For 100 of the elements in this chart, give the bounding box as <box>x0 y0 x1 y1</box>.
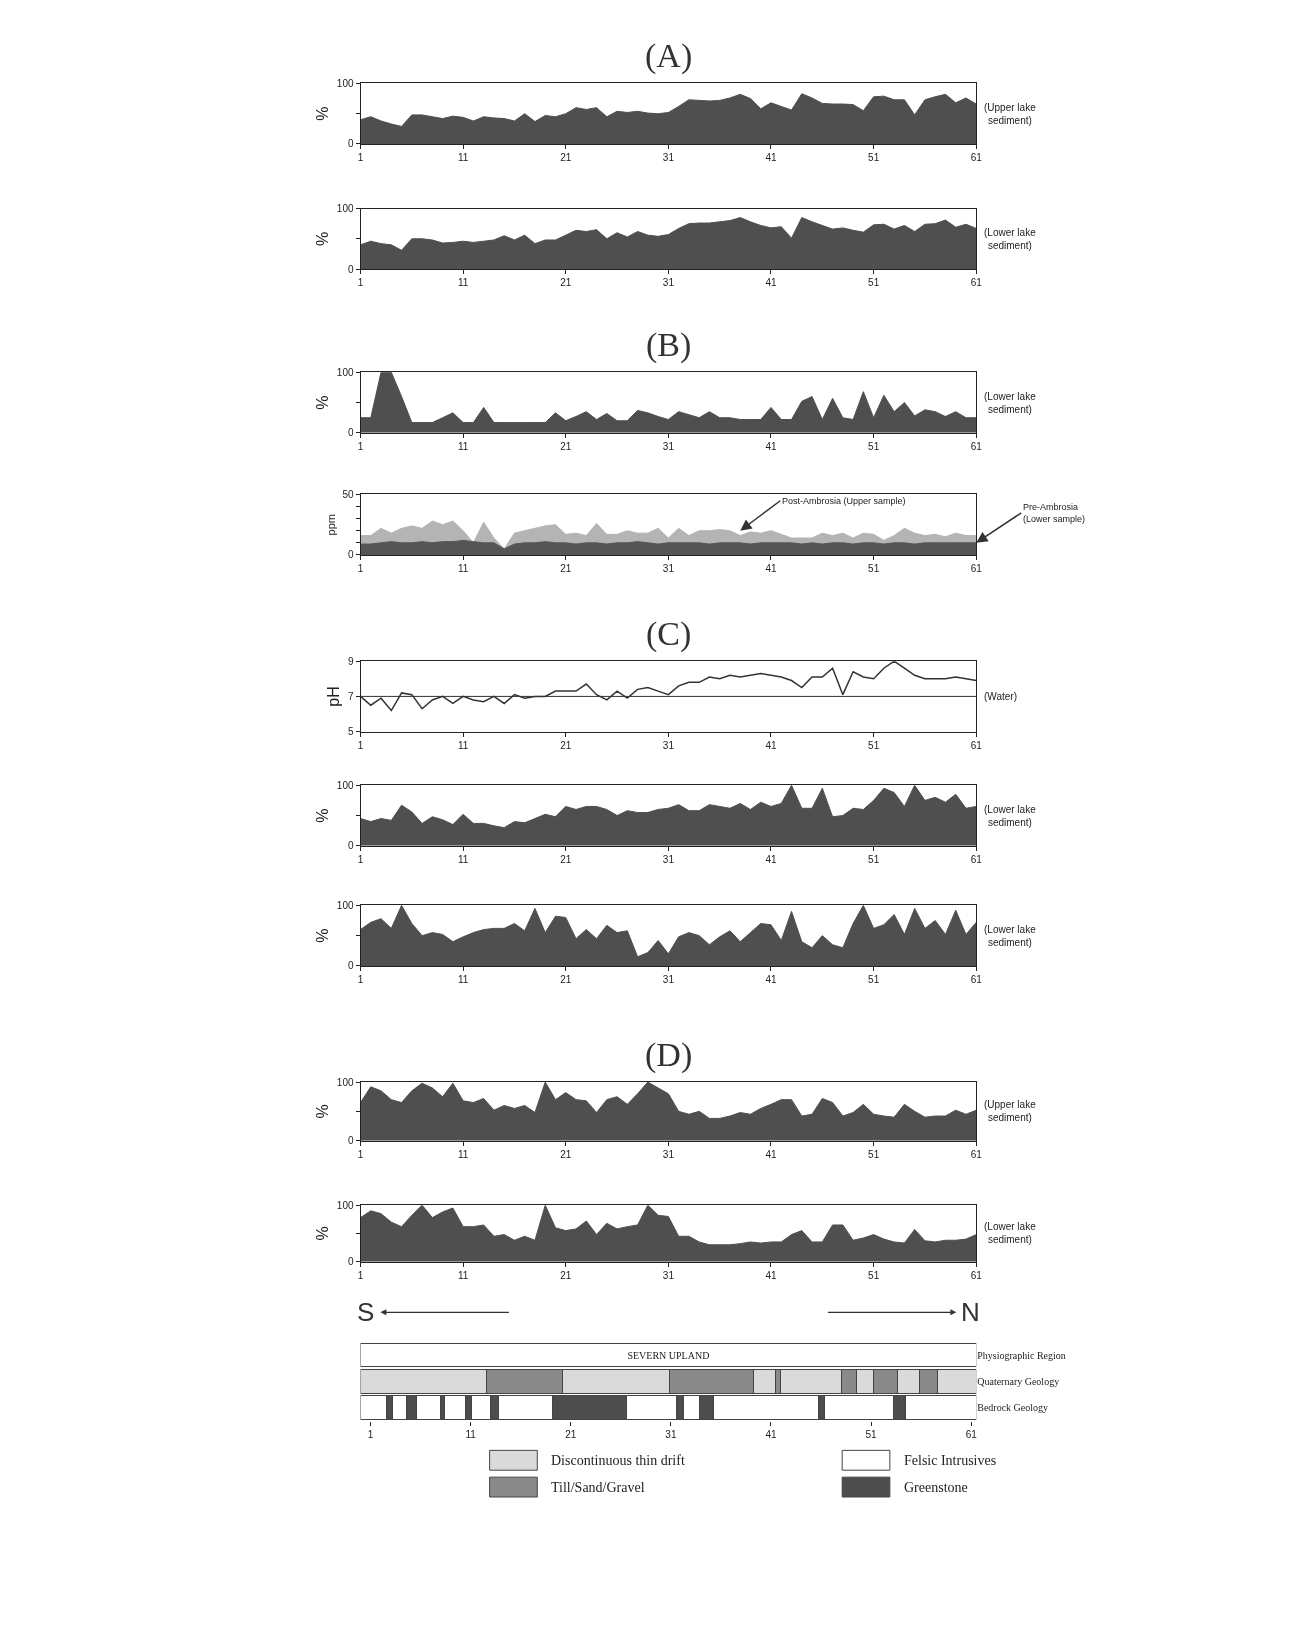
y-tick-label: 0 <box>347 840 354 852</box>
chart-title: (D) <box>645 1036 693 1074</box>
x-tick-label: 11 <box>457 562 469 574</box>
x-tick-label: 51 <box>865 1428 878 1440</box>
y-tick-label: 100 <box>336 779 354 791</box>
x-tick-label: 61 <box>970 973 983 985</box>
y-tick-label: Bedrock Geology <box>977 1402 1049 1413</box>
y-tick-label: 0 <box>347 138 354 150</box>
series-label: (Upper lake sediment) <box>984 102 1037 126</box>
series-label: (Upper lake sediment) <box>984 1099 1037 1123</box>
x-tick-label: 1 <box>357 1269 364 1281</box>
x-tick-label: 21 <box>560 151 572 163</box>
series-label: (Lower lake sediment) <box>984 804 1037 828</box>
y-tick-label: 0 <box>347 263 354 275</box>
x-tick-label: 41 <box>765 739 777 751</box>
y-tick-label: 0 <box>347 1135 354 1147</box>
x-tick-label: 61 <box>970 151 983 163</box>
x-tick-label: 31 <box>665 1428 677 1440</box>
x-tick-label: 11 <box>457 1269 469 1281</box>
x-tick-label: 41 <box>765 1148 777 1160</box>
series-label: (Lower lake sediment) <box>984 227 1037 251</box>
x-tick-label: 21 <box>560 562 572 574</box>
x-tick-label: 1 <box>357 853 364 865</box>
y-axis-title: pH <box>324 686 342 707</box>
x-tick-label: 51 <box>868 1269 880 1281</box>
data-label: SEVERN UPLAND <box>627 1349 710 1361</box>
x-tick-label: 61 <box>970 562 983 574</box>
x-tick-label: 11 <box>457 151 469 163</box>
x-tick-label: 11 <box>457 853 469 865</box>
annotation: Post-Ambrosia (Upper sample) <box>782 496 906 506</box>
x-tick-label: 61 <box>970 853 983 865</box>
x-tick-label: 1 <box>357 1148 364 1160</box>
y-tick-label: 100 <box>336 77 354 89</box>
legend-label: Felsic Intrusives <box>904 1453 997 1468</box>
y-tick-label: 100 <box>336 899 354 911</box>
y-tick-label: 9 <box>347 655 354 667</box>
x-tick-label: 41 <box>765 1428 777 1440</box>
x-tick-label: 51 <box>868 440 880 452</box>
x-tick-label: 11 <box>457 1148 469 1160</box>
x-tick-label: 41 <box>765 151 777 163</box>
x-tick-label: 51 <box>868 151 880 163</box>
x-tick-label: 1 <box>357 739 364 751</box>
legend-label: Greenstone <box>904 1480 968 1495</box>
series-label: (Lower lake sediment) <box>984 1221 1037 1245</box>
series-label: (Lower lake sediment) <box>984 391 1037 415</box>
x-tick-label: 41 <box>765 562 777 574</box>
x-tick-label: 41 <box>765 277 777 289</box>
series-label: (Lower lake sediment) <box>984 924 1037 948</box>
y-tick-label: 7 <box>347 690 354 702</box>
x-tick-label: 21 <box>560 739 572 751</box>
y-tick-label: Quaternary Geology <box>977 1375 1060 1387</box>
x-tick-label: 21 <box>560 853 572 865</box>
y-tick-label: 0 <box>347 549 354 561</box>
y-tick-label: 100 <box>336 366 354 378</box>
y-axis-title: % <box>313 928 331 943</box>
x-tick-label: 41 <box>765 1269 777 1281</box>
y-tick-label: 0 <box>347 427 354 439</box>
x-tick-label: 31 <box>662 440 675 452</box>
x-tick-label: 61 <box>970 1269 983 1281</box>
y-axis-title: % <box>313 395 331 410</box>
y-tick-label: 50 <box>342 488 354 500</box>
x-tick-label: 1 <box>357 277 364 289</box>
x-tick-label: 31 <box>662 1148 675 1160</box>
chart-title: (B) <box>646 326 692 364</box>
x-tick-label: 31 <box>662 853 675 865</box>
x-tick-label: 21 <box>565 1428 577 1440</box>
x-tick-label: 61 <box>970 1148 983 1160</box>
y-tick-label: 100 <box>336 1199 354 1211</box>
x-tick-label: 51 <box>868 1148 880 1160</box>
y-axis-title: % <box>313 106 331 121</box>
y-tick-label: 0 <box>347 960 354 972</box>
y-tick-label: 0 <box>347 1256 354 1268</box>
x-tick-label: 21 <box>560 440 572 452</box>
x-tick-label: 21 <box>560 1269 572 1281</box>
chart-title: (C) <box>646 615 692 653</box>
annotation: Pre-Ambrosia (Lower sample) <box>1023 502 1086 524</box>
x-tick-label: 1 <box>357 562 364 574</box>
x-tick-label: 11 <box>457 739 469 751</box>
text: N <box>961 1297 980 1327</box>
x-tick-label: 31 <box>662 562 675 574</box>
x-tick-label: 41 <box>765 440 777 452</box>
x-tick-label: 41 <box>765 853 777 865</box>
x-tick-label: 31 <box>662 739 675 751</box>
y-axis-title: % <box>313 1104 331 1119</box>
x-tick-label: 21 <box>560 277 572 289</box>
x-tick-label: 21 <box>560 1148 572 1160</box>
y-tick-label: Physiographic Region <box>977 1349 1066 1361</box>
x-tick-label: 11 <box>457 440 469 452</box>
x-tick-label: 21 <box>560 973 572 985</box>
y-tick-label: 5 <box>347 726 354 738</box>
legend-label: Till/Sand/Gravel <box>551 1480 645 1495</box>
x-tick-label: 11 <box>465 1428 477 1440</box>
legend-label: Discontinuous thin drift <box>551 1453 685 1468</box>
y-tick-label: 100 <box>336 203 354 215</box>
x-tick-label: 51 <box>868 739 880 751</box>
x-tick-label: 61 <box>965 1428 978 1440</box>
x-tick-label: 51 <box>868 973 880 985</box>
x-tick-label: 11 <box>457 973 469 985</box>
y-axis-title: % <box>313 231 331 246</box>
y-axis-title: % <box>313 808 331 823</box>
